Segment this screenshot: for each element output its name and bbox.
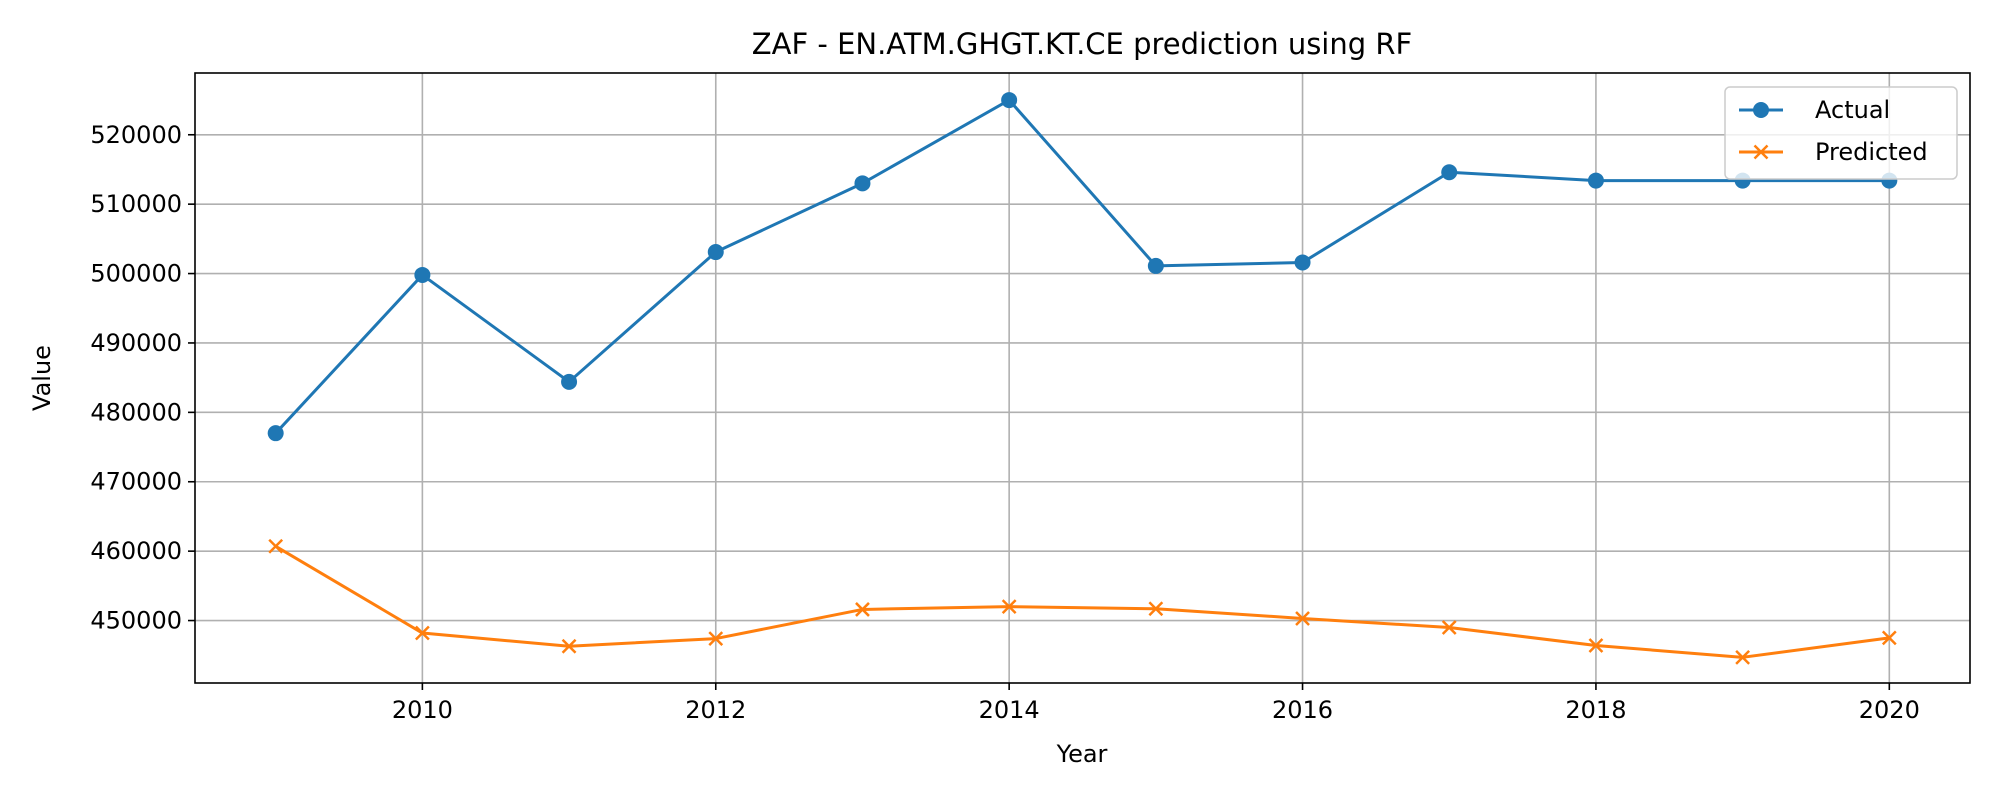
marker-stroke [1588,638,1604,653]
series-line-predicted [274,544,1890,659]
data-point-predicted [708,631,724,646]
marker-stroke [708,631,724,646]
y-axis: 450000 460000 470000 480000 490000 500000 5100… [90,121,195,635]
marker-stroke [268,538,284,554]
data-point-predicted [1588,638,1604,653]
data-point-actual [1147,257,1164,274]
data-point-predicted [1735,649,1751,665]
plot-area-frame [194,72,1971,684]
data-point-predicted [1148,601,1164,617]
data-point-predicted [1881,630,1897,646]
x-axis: 2010 2012 2014 2016 2018 2020 [392,683,1920,724]
marker-stroke [1295,611,1310,626]
marker-stroke [1735,649,1751,665]
x-axis-label: Year [1056,740,1108,768]
legend-label-predicted: Predicted [1815,138,1928,166]
data-point-actual [854,175,871,192]
data-point-predicted [855,602,870,617]
data-point-actual [561,373,578,390]
data-point-predicted [561,638,577,654]
data-point-predicted [1295,611,1310,626]
data-point-predicted [268,538,284,554]
y-tick-label: 450000 [90,607,182,635]
chart-title: ZAF - EN.ATM.GHGT.KT.CE prediction using… [752,27,1412,61]
y-tick-label: 500000 [90,260,182,288]
marker-stroke [414,625,430,641]
y-tick-label: 480000 [90,398,182,426]
series-layer [267,92,1898,665]
data-point-actual [1587,172,1604,189]
data-point-predicted [1001,599,1017,615]
x-tick-label: 2020 [1859,696,1920,724]
legend-marker-predicted [1753,144,1769,160]
x-tick-label: 2014 [979,696,1040,724]
data-point-actual [267,425,284,442]
y-tick-label: 510000 [90,190,182,218]
data-point-actual [414,266,431,283]
x-tick-label: 2018 [1565,696,1626,724]
y-tick-label: 470000 [90,468,182,496]
marker-stroke [1441,620,1457,635]
marker-stroke [1001,599,1017,615]
x-tick-label: 2010 [392,696,453,724]
x-tick-label: 2012 [685,696,746,724]
data-point-predicted [414,625,430,641]
data-point-actual [1294,254,1311,271]
marker-stroke [1753,144,1769,160]
legend-label-actual: Actual [1815,96,1890,124]
marker-stroke [1881,630,1897,646]
data-point-actual [707,244,724,261]
marker-stroke [855,602,870,617]
marker-stroke [561,638,577,654]
x-tick-label: 2016 [1272,696,1333,724]
legend-marker-actual [1753,102,1769,118]
data-point-actual [1001,92,1018,109]
y-tick-label: 520000 [90,121,182,149]
marker-stroke [1148,601,1164,617]
y-tick-label: 490000 [90,329,182,357]
data-point-predicted [1441,620,1457,635]
chart-legend: Actual Predicted [1724,86,1958,180]
series-line-actual [274,98,1890,435]
data-point-actual [1441,164,1458,181]
y-axis-label: Value [28,345,56,411]
y-tick-label: 460000 [90,537,182,565]
